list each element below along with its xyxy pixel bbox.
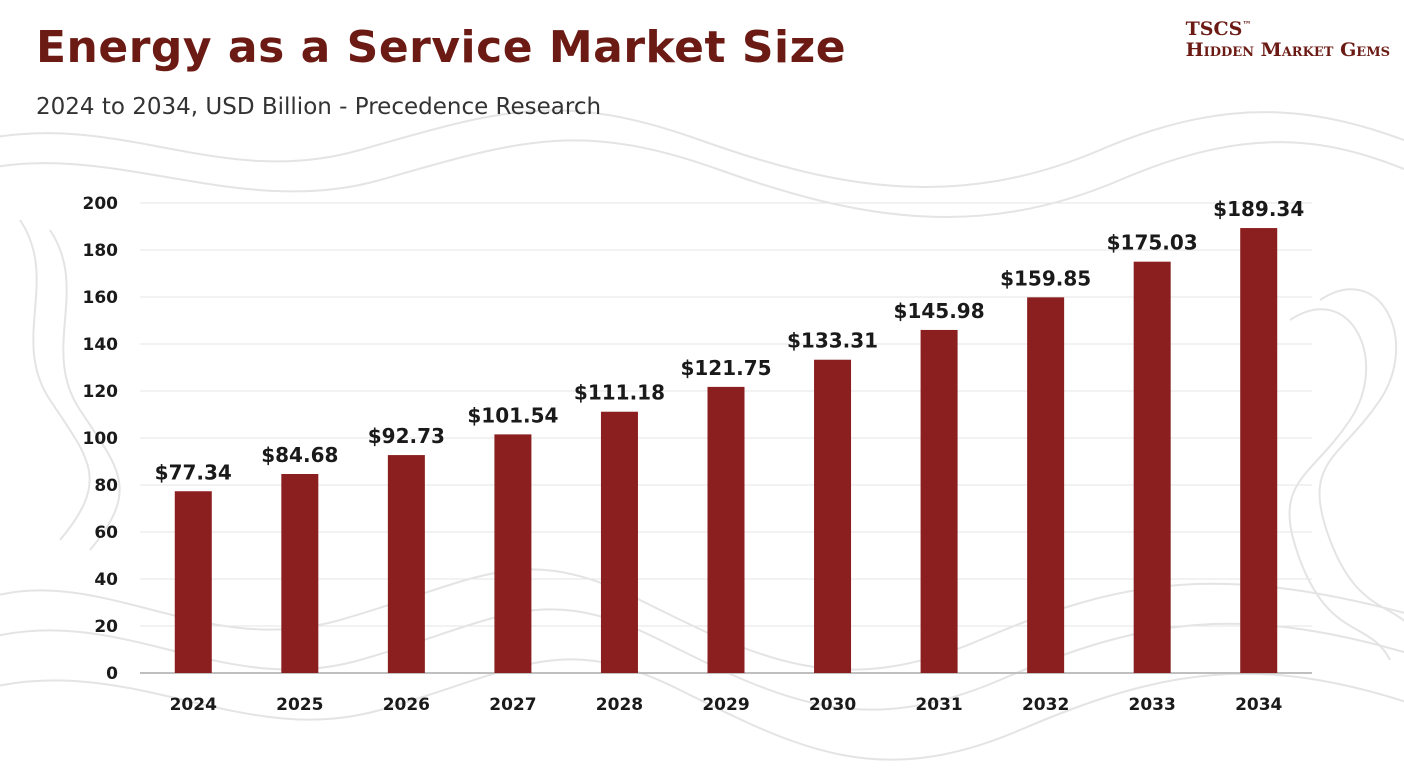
brand-logo-line2: Hidden Market Gems: [1185, 39, 1390, 61]
bar-2033: [1133, 261, 1171, 673]
x-tick-label: 2026: [383, 695, 430, 715]
bar-2031: [920, 329, 958, 673]
x-tick-label: 2028: [596, 695, 643, 715]
y-tick-label: 140: [83, 335, 119, 355]
x-tick-label: 2034: [1235, 695, 1282, 715]
y-tick-label: 100: [83, 429, 119, 449]
y-tick-label: 200: [83, 194, 119, 214]
bar-2032: [1027, 297, 1065, 673]
bar-2026: [387, 455, 425, 673]
x-tick-label: 2031: [915, 695, 962, 715]
data-label: $175.03: [1107, 231, 1198, 255]
bar-2029: [707, 386, 745, 673]
chart-title: Energy as a Service Market Size: [36, 22, 847, 73]
chart-subtitle: 2024 to 2034, USD Billion - Precedence R…: [36, 94, 602, 120]
bar-2030: [814, 359, 852, 673]
y-tick-label: 180: [83, 241, 119, 261]
brand-logo: TSCS™ Hidden Market Gems: [1186, 20, 1390, 60]
bar-2027: [494, 434, 532, 673]
y-tick-label: 0: [106, 664, 118, 684]
x-tick-label: 2025: [276, 695, 323, 715]
data-label: $77.34: [155, 460, 232, 484]
data-label: $145.98: [894, 299, 985, 323]
x-tick-label: 2032: [1022, 695, 1069, 715]
y-tick-label: 60: [94, 523, 118, 543]
data-label: $121.75: [680, 356, 771, 380]
data-label: $133.31: [787, 329, 878, 353]
x-tick-label: 2029: [702, 695, 749, 715]
data-label: $189.34: [1213, 197, 1304, 221]
bar-2034: [1240, 228, 1278, 673]
x-tick-label: 2027: [489, 695, 536, 715]
x-tick-label: 2030: [809, 695, 856, 715]
y-tick-label: 80: [94, 476, 118, 496]
bar-2025: [281, 474, 319, 673]
y-tick-label: 160: [83, 288, 119, 308]
data-label: $84.68: [261, 443, 338, 467]
y-tick-label: 120: [83, 382, 119, 402]
brand-logo-line1: TSCS™: [1185, 18, 1252, 40]
x-tick-label: 2033: [1129, 695, 1176, 715]
data-label: $159.85: [1000, 266, 1091, 290]
data-label: $101.54: [467, 403, 558, 427]
bar-2028: [600, 411, 638, 673]
y-tick-label: 40: [94, 570, 118, 590]
data-label: $92.73: [368, 424, 445, 448]
x-tick-label: 2024: [170, 695, 217, 715]
bar-2024: [174, 491, 212, 673]
data-label: $111.18: [574, 381, 665, 405]
y-tick-label: 20: [94, 617, 118, 637]
